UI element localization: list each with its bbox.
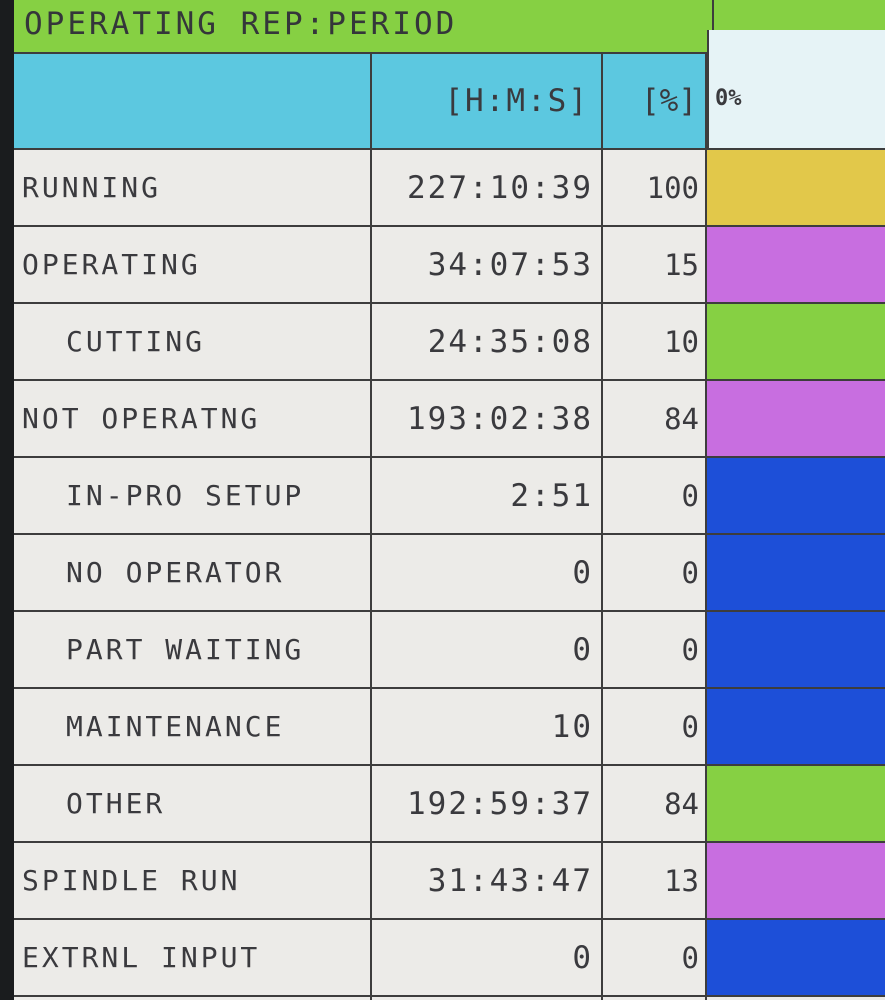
table-row: RUNNING 227:10:39 100 — [14, 150, 885, 227]
row-label: OTHER — [66, 787, 166, 820]
row-graph-bar — [707, 535, 885, 610]
table-row: IN-PRO SETUP 2:51 0 — [14, 458, 885, 535]
time-column-header: [H:M:S] — [444, 83, 589, 119]
row-label: SPINDLE RUN — [22, 864, 241, 897]
row-time-value: 34:07:53 — [427, 246, 593, 283]
row-graph-bar — [707, 381, 885, 456]
row-label: CUTTING — [66, 325, 206, 358]
percent-column-header: [%] — [641, 83, 697, 119]
operating-report-screen: OPERATING REP:PERIOD [H:M:S] [%] 0% ▼ RU… — [14, 0, 885, 1000]
table-row: MAINTENANCE 10 0 — [14, 689, 885, 766]
row-percent-value: 15 — [664, 247, 699, 282]
row-percent-value: 0 — [681, 478, 699, 513]
row-label: NO OPERATOR — [66, 556, 285, 589]
graph-scale-header: 0% ▼ — [707, 30, 885, 162]
row-graph-bar — [707, 304, 885, 379]
row-time-value: 31:43:47 — [427, 862, 593, 899]
row-time-value: 193:02:38 — [407, 400, 593, 437]
row-percent-value: 84 — [664, 401, 699, 436]
column-divider-label-time — [370, 54, 372, 1000]
screen-title: OPERATING REP:PERIOD — [24, 6, 458, 42]
row-time-value: 0 — [572, 939, 593, 976]
row-graph-bar — [707, 458, 885, 533]
row-label: EXTRNL INPUT — [22, 941, 261, 974]
table-row: OPERATING 34:07:53 15 — [14, 227, 885, 304]
row-graph-bar — [707, 766, 885, 841]
row-time-value: 2:51 — [510, 477, 593, 514]
row-time-value: 192:59:37 — [407, 785, 593, 822]
table-row: EXTRNL INPUT 0 0 — [14, 920, 885, 997]
row-percent-value: 13 — [664, 863, 699, 898]
row-graph-bar — [707, 227, 885, 302]
row-graph-bar — [707, 843, 885, 918]
row-percent-value: 0 — [681, 940, 699, 975]
column-divider-time-percent — [601, 54, 603, 1000]
row-graph-bar — [707, 689, 885, 764]
row-label: OPERATING — [22, 248, 201, 281]
table-row: NOT OPERATNG 193:02:38 84 — [14, 381, 885, 458]
row-time-value: 227:10:39 — [407, 169, 593, 206]
row-time-value: 10 — [551, 708, 593, 745]
row-label: PART WAITING — [66, 633, 305, 666]
row-time-value: 24:35:08 — [427, 323, 593, 360]
row-graph-bar — [707, 920, 885, 995]
row-percent-value: 0 — [681, 555, 699, 590]
title-divider — [712, 0, 714, 52]
row-time-value: 0 — [572, 554, 593, 591]
row-label: NOT OPERATNG — [22, 402, 261, 435]
title-bar: OPERATING REP:PERIOD — [14, 0, 885, 54]
table-row: OTHER 192:59:37 84 — [14, 766, 885, 843]
row-graph-bar — [707, 150, 885, 225]
table-row: PART WAITING 0 0 — [14, 612, 885, 689]
row-label: RUNNING — [22, 171, 162, 204]
row-percent-value: 0 — [681, 709, 699, 744]
row-percent-value: 10 — [664, 324, 699, 359]
row-time-value: 0 — [572, 631, 593, 668]
table-row: NO OPERATOR 0 0 — [14, 535, 885, 612]
row-label: MAINTENANCE — [66, 710, 285, 743]
row-percent-value: 84 — [664, 786, 699, 821]
row-percent-value: 0 — [681, 632, 699, 667]
table-row: CUTTING 24:35:08 10 — [14, 304, 885, 381]
row-graph-bar — [707, 612, 885, 687]
table-row: SPINDLE RUN 31:43:47 13 — [14, 843, 885, 920]
column-divider-percent-graph — [705, 54, 707, 1000]
row-label: IN-PRO SETUP — [66, 479, 305, 512]
graph-scale-start-label: 0% — [715, 86, 742, 111]
row-percent-value: 100 — [646, 170, 699, 205]
